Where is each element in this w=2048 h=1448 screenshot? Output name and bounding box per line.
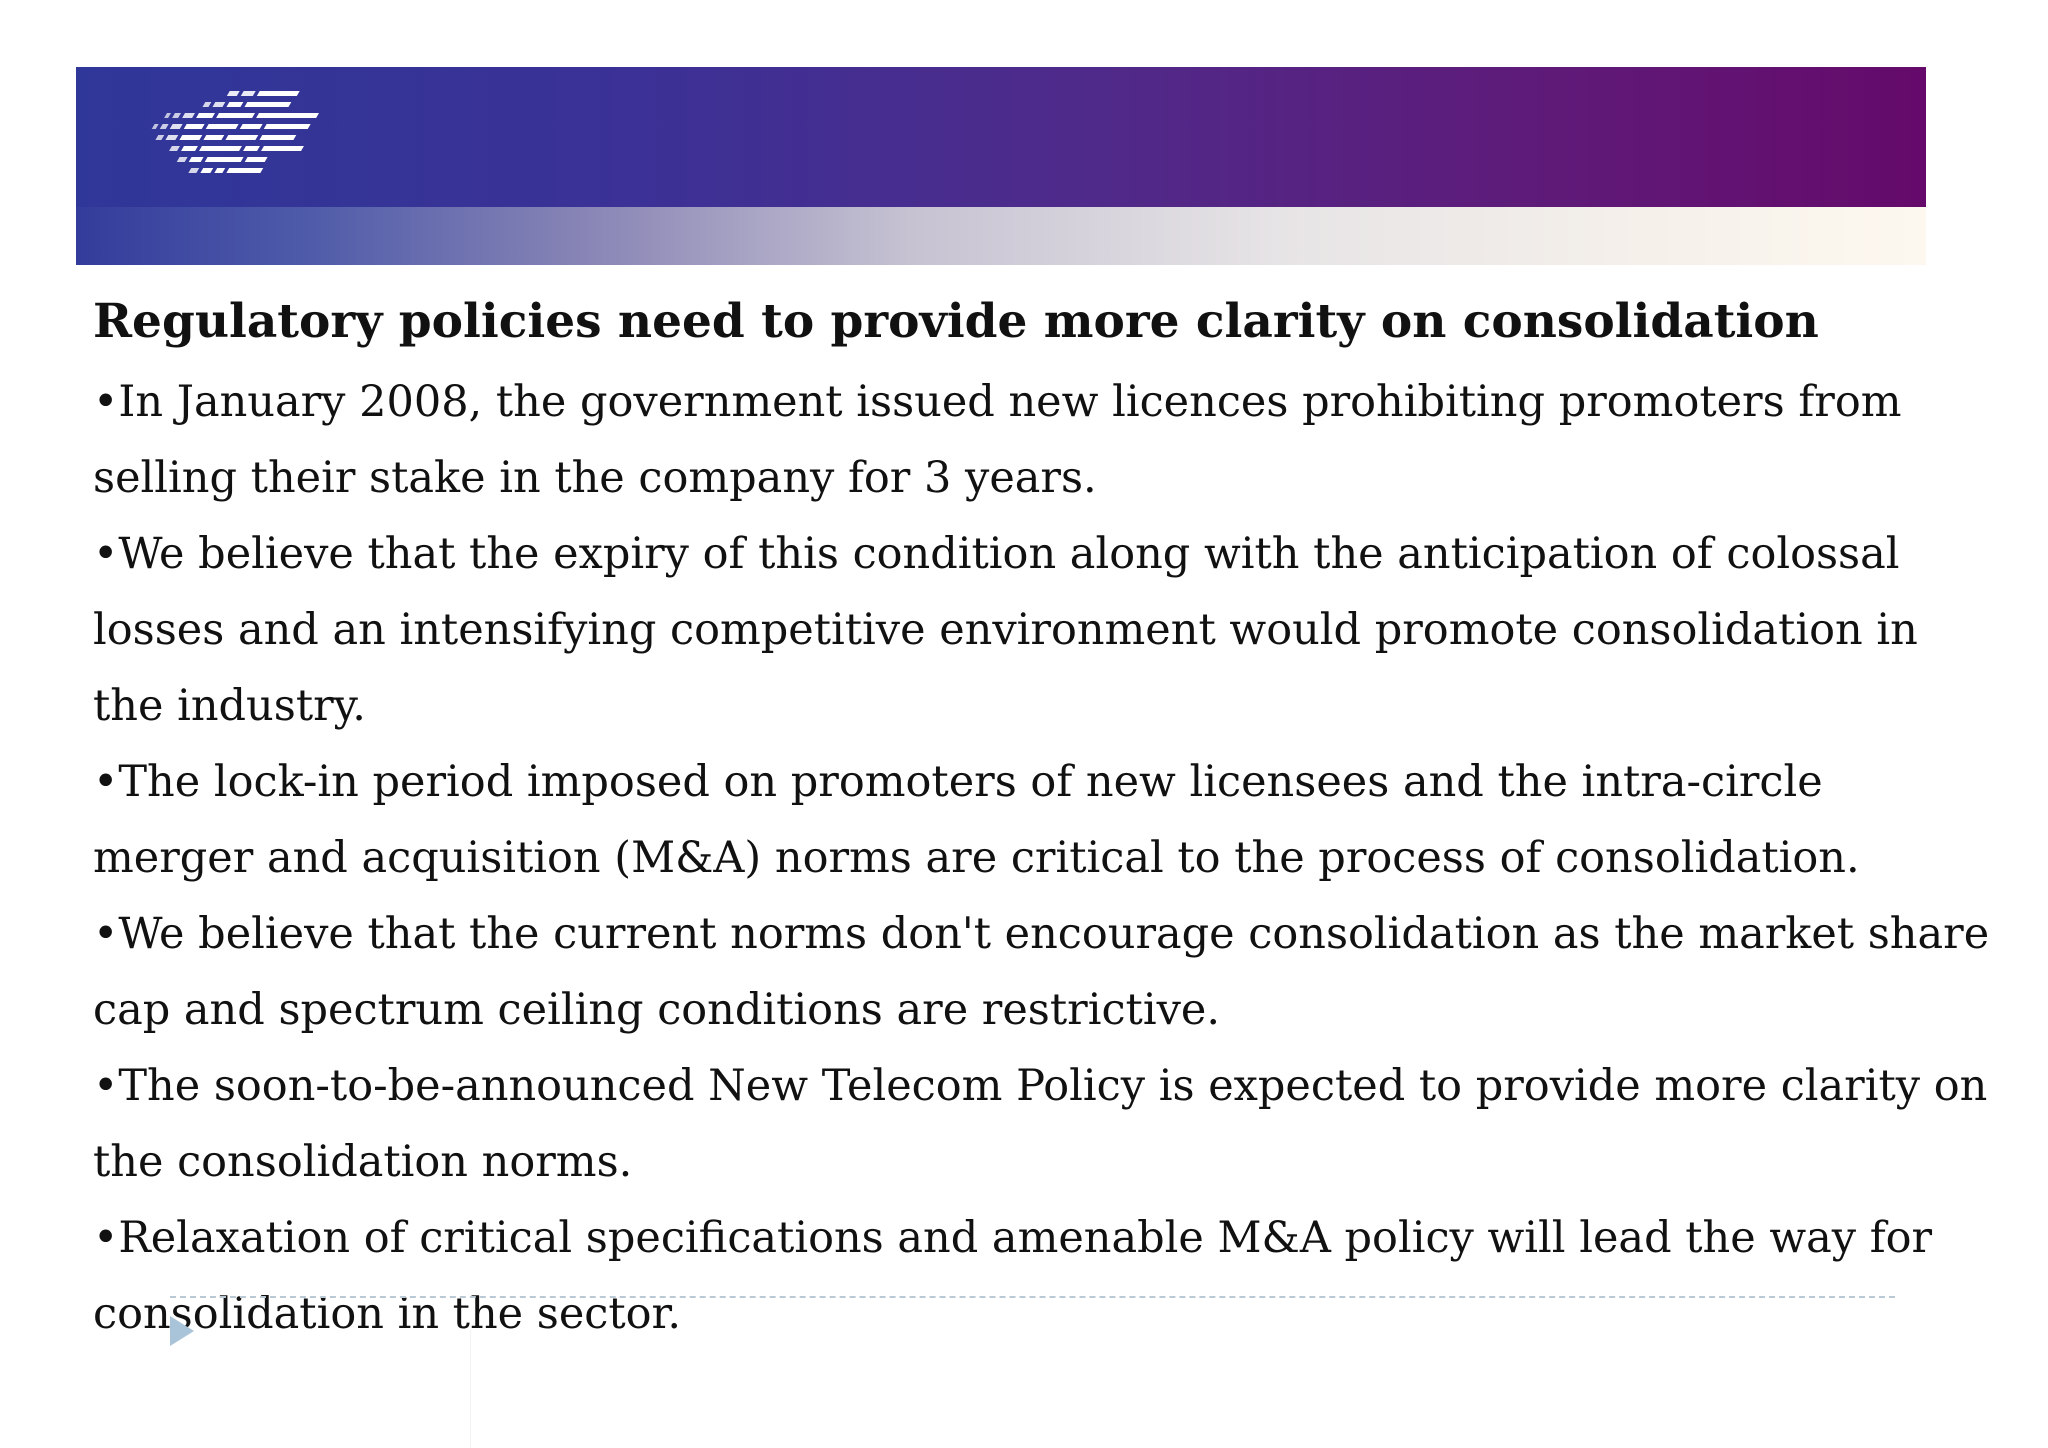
bullet-item: •Relaxation of critical specifications a…	[93, 1213, 1933, 1339]
footer-dashed-line	[170, 1296, 1895, 1298]
bullet-item: •We believe that the expiry of this cond…	[93, 529, 1918, 731]
banner-top-band	[76, 67, 1926, 207]
guide-line	[470, 1330, 471, 1448]
striped-logo-icon	[151, 91, 319, 173]
bullet-item: •The soon-to-be-announced New Telecom Po…	[93, 1061, 1988, 1187]
header-banner	[76, 67, 1926, 265]
bullet-item: •We believe that the current norms don't…	[93, 909, 1990, 1035]
banner-gradient-band	[76, 207, 1926, 265]
slide-content: Regulatory policies need to provide more…	[93, 290, 1993, 1352]
bullet-list: •In January 2008, the government issued …	[93, 364, 1993, 1352]
bullet-item: •In January 2008, the government issued …	[93, 377, 1902, 503]
bullet-item: •The lock-in period imposed on promoters…	[93, 757, 1860, 883]
triangle-right-icon	[170, 1316, 194, 1346]
slide-title: Regulatory policies need to provide more…	[93, 294, 1819, 349]
